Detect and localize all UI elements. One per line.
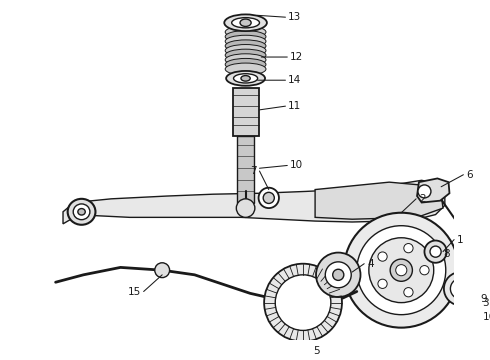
Circle shape [444,272,477,305]
Text: 11: 11 [288,101,301,111]
Text: 4: 4 [367,259,373,269]
Text: 15: 15 [127,287,141,297]
Circle shape [344,213,459,328]
Circle shape [420,266,429,275]
Polygon shape [315,182,443,219]
Circle shape [275,275,331,330]
Circle shape [390,259,413,281]
Polygon shape [417,179,449,203]
Circle shape [155,263,170,278]
Circle shape [418,185,431,198]
Ellipse shape [225,40,266,52]
Bar [471,258,490,291]
Ellipse shape [232,18,260,28]
Ellipse shape [473,268,487,279]
Circle shape [462,288,476,303]
Circle shape [404,288,413,297]
Circle shape [369,238,434,303]
Circle shape [378,279,387,288]
Text: 6: 6 [466,170,473,180]
Circle shape [456,284,465,293]
Circle shape [396,265,407,276]
Circle shape [404,243,413,253]
Ellipse shape [78,208,85,215]
Circle shape [259,188,279,208]
Text: 7: 7 [250,166,257,176]
Text: 13: 13 [288,12,301,22]
Circle shape [357,226,446,315]
Text: 12: 12 [290,52,303,62]
Circle shape [316,253,361,297]
Ellipse shape [225,54,266,66]
Ellipse shape [225,31,266,43]
Text: 16: 16 [483,312,490,323]
Ellipse shape [225,35,266,47]
Ellipse shape [73,204,90,220]
Circle shape [378,252,387,261]
Circle shape [333,269,344,280]
Ellipse shape [225,26,266,38]
Text: 1: 1 [457,235,464,244]
Circle shape [236,199,255,217]
Polygon shape [458,279,482,312]
Ellipse shape [234,74,258,83]
Ellipse shape [225,63,266,75]
Circle shape [464,276,474,287]
Bar [237,136,254,203]
Text: 3: 3 [482,298,489,308]
Circle shape [450,279,471,299]
Bar [233,87,259,136]
Text: 2: 2 [419,194,425,204]
Ellipse shape [240,19,251,26]
Ellipse shape [68,199,96,225]
Ellipse shape [225,45,266,57]
Text: 9: 9 [480,294,487,304]
Circle shape [464,305,474,316]
Circle shape [325,262,351,288]
Ellipse shape [226,71,265,86]
Polygon shape [63,180,445,224]
Circle shape [264,264,342,342]
Text: 8: 8 [443,249,449,260]
Ellipse shape [241,76,250,81]
Text: 10: 10 [290,161,303,171]
Ellipse shape [225,58,266,71]
Circle shape [430,246,441,257]
Text: 5: 5 [313,346,320,356]
Text: 14: 14 [288,75,301,85]
Ellipse shape [224,14,267,31]
Circle shape [263,192,274,203]
Circle shape [424,240,447,263]
Ellipse shape [225,49,266,61]
Ellipse shape [476,271,484,277]
